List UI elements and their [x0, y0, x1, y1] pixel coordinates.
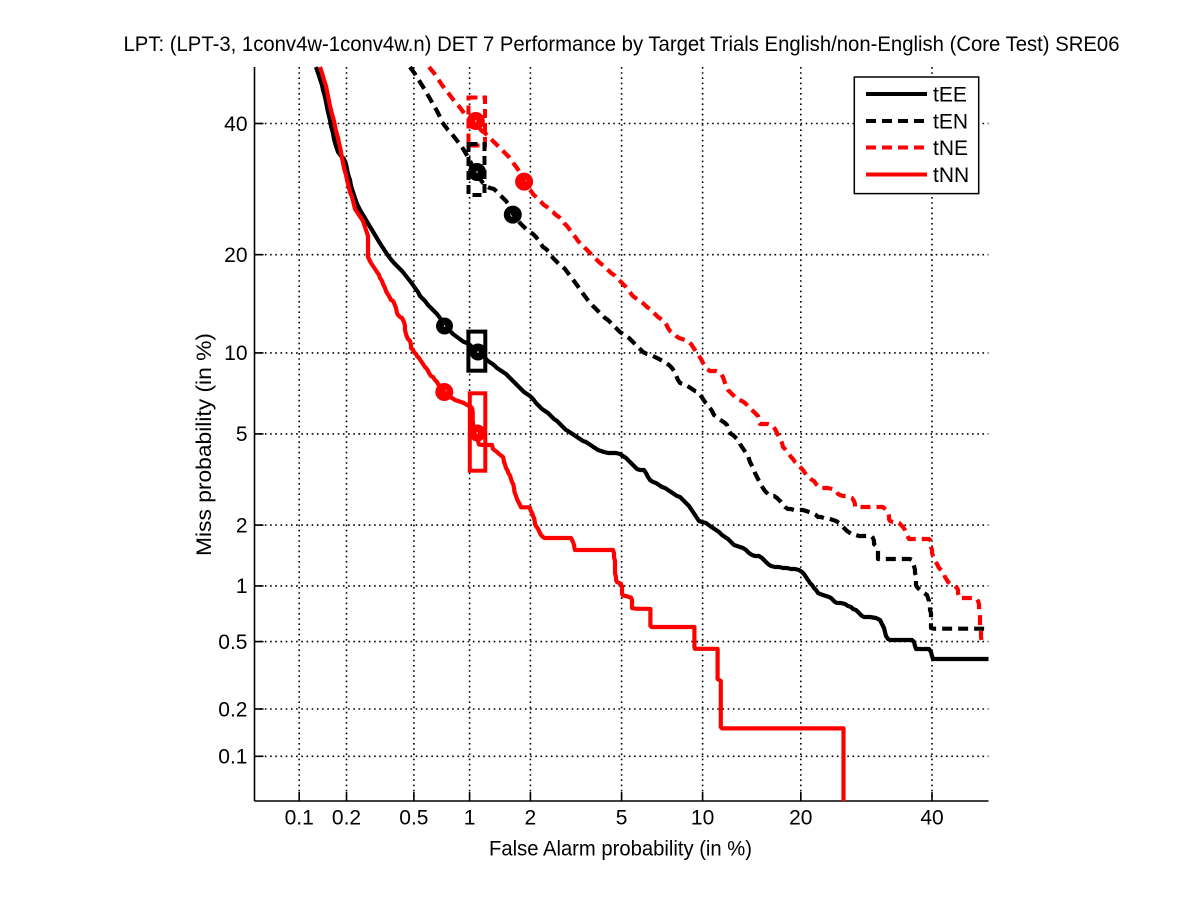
- svg-text:LPT: (LPT-3, 1conv4w-1conv4w.n: LPT: (LPT-3, 1conv4w-1conv4w.n) DET 7 Pe…: [124, 33, 1120, 56]
- svg-text:20: 20: [224, 244, 247, 267]
- svg-text:tEE: tEE: [933, 83, 967, 106]
- svg-text:40: 40: [920, 807, 943, 830]
- svg-text:Miss probability (in %): Miss probability (in %): [193, 333, 216, 556]
- svg-text:1: 1: [236, 575, 248, 598]
- svg-text:0.2: 0.2: [332, 807, 361, 830]
- svg-text:10: 10: [691, 807, 714, 830]
- svg-text:2: 2: [236, 514, 248, 537]
- svg-text:1: 1: [464, 807, 476, 830]
- svg-text:False Alarm probability (in %): False Alarm probability (in %): [489, 838, 752, 861]
- svg-text:5: 5: [616, 807, 628, 830]
- svg-text:0.2: 0.2: [218, 698, 247, 721]
- svg-text:0.5: 0.5: [218, 631, 247, 654]
- svg-text:0.5: 0.5: [399, 807, 428, 830]
- svg-text:10: 10: [224, 342, 247, 365]
- svg-text:tNE: tNE: [933, 137, 968, 160]
- svg-text:tEN: tEN: [933, 110, 968, 133]
- svg-text:0.1: 0.1: [285, 807, 314, 830]
- svg-text:20: 20: [789, 807, 812, 830]
- svg-text:2: 2: [525, 807, 537, 830]
- svg-text:5: 5: [236, 423, 248, 446]
- svg-text:tNN: tNN: [933, 164, 969, 187]
- svg-text:0.1: 0.1: [218, 746, 247, 769]
- svg-text:40: 40: [224, 113, 247, 136]
